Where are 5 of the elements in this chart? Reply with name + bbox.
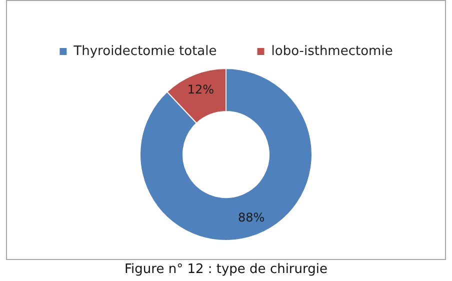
- data-label: 88%: [238, 210, 265, 225]
- text: Figure n° 12 : type de chirurgie: [124, 262, 328, 277]
- legend-label: Thyroidectomie totale: [72, 44, 217, 59]
- legend-label: lobo-isthmectomie: [271, 44, 393, 59]
- data-label: 12%: [187, 82, 214, 97]
